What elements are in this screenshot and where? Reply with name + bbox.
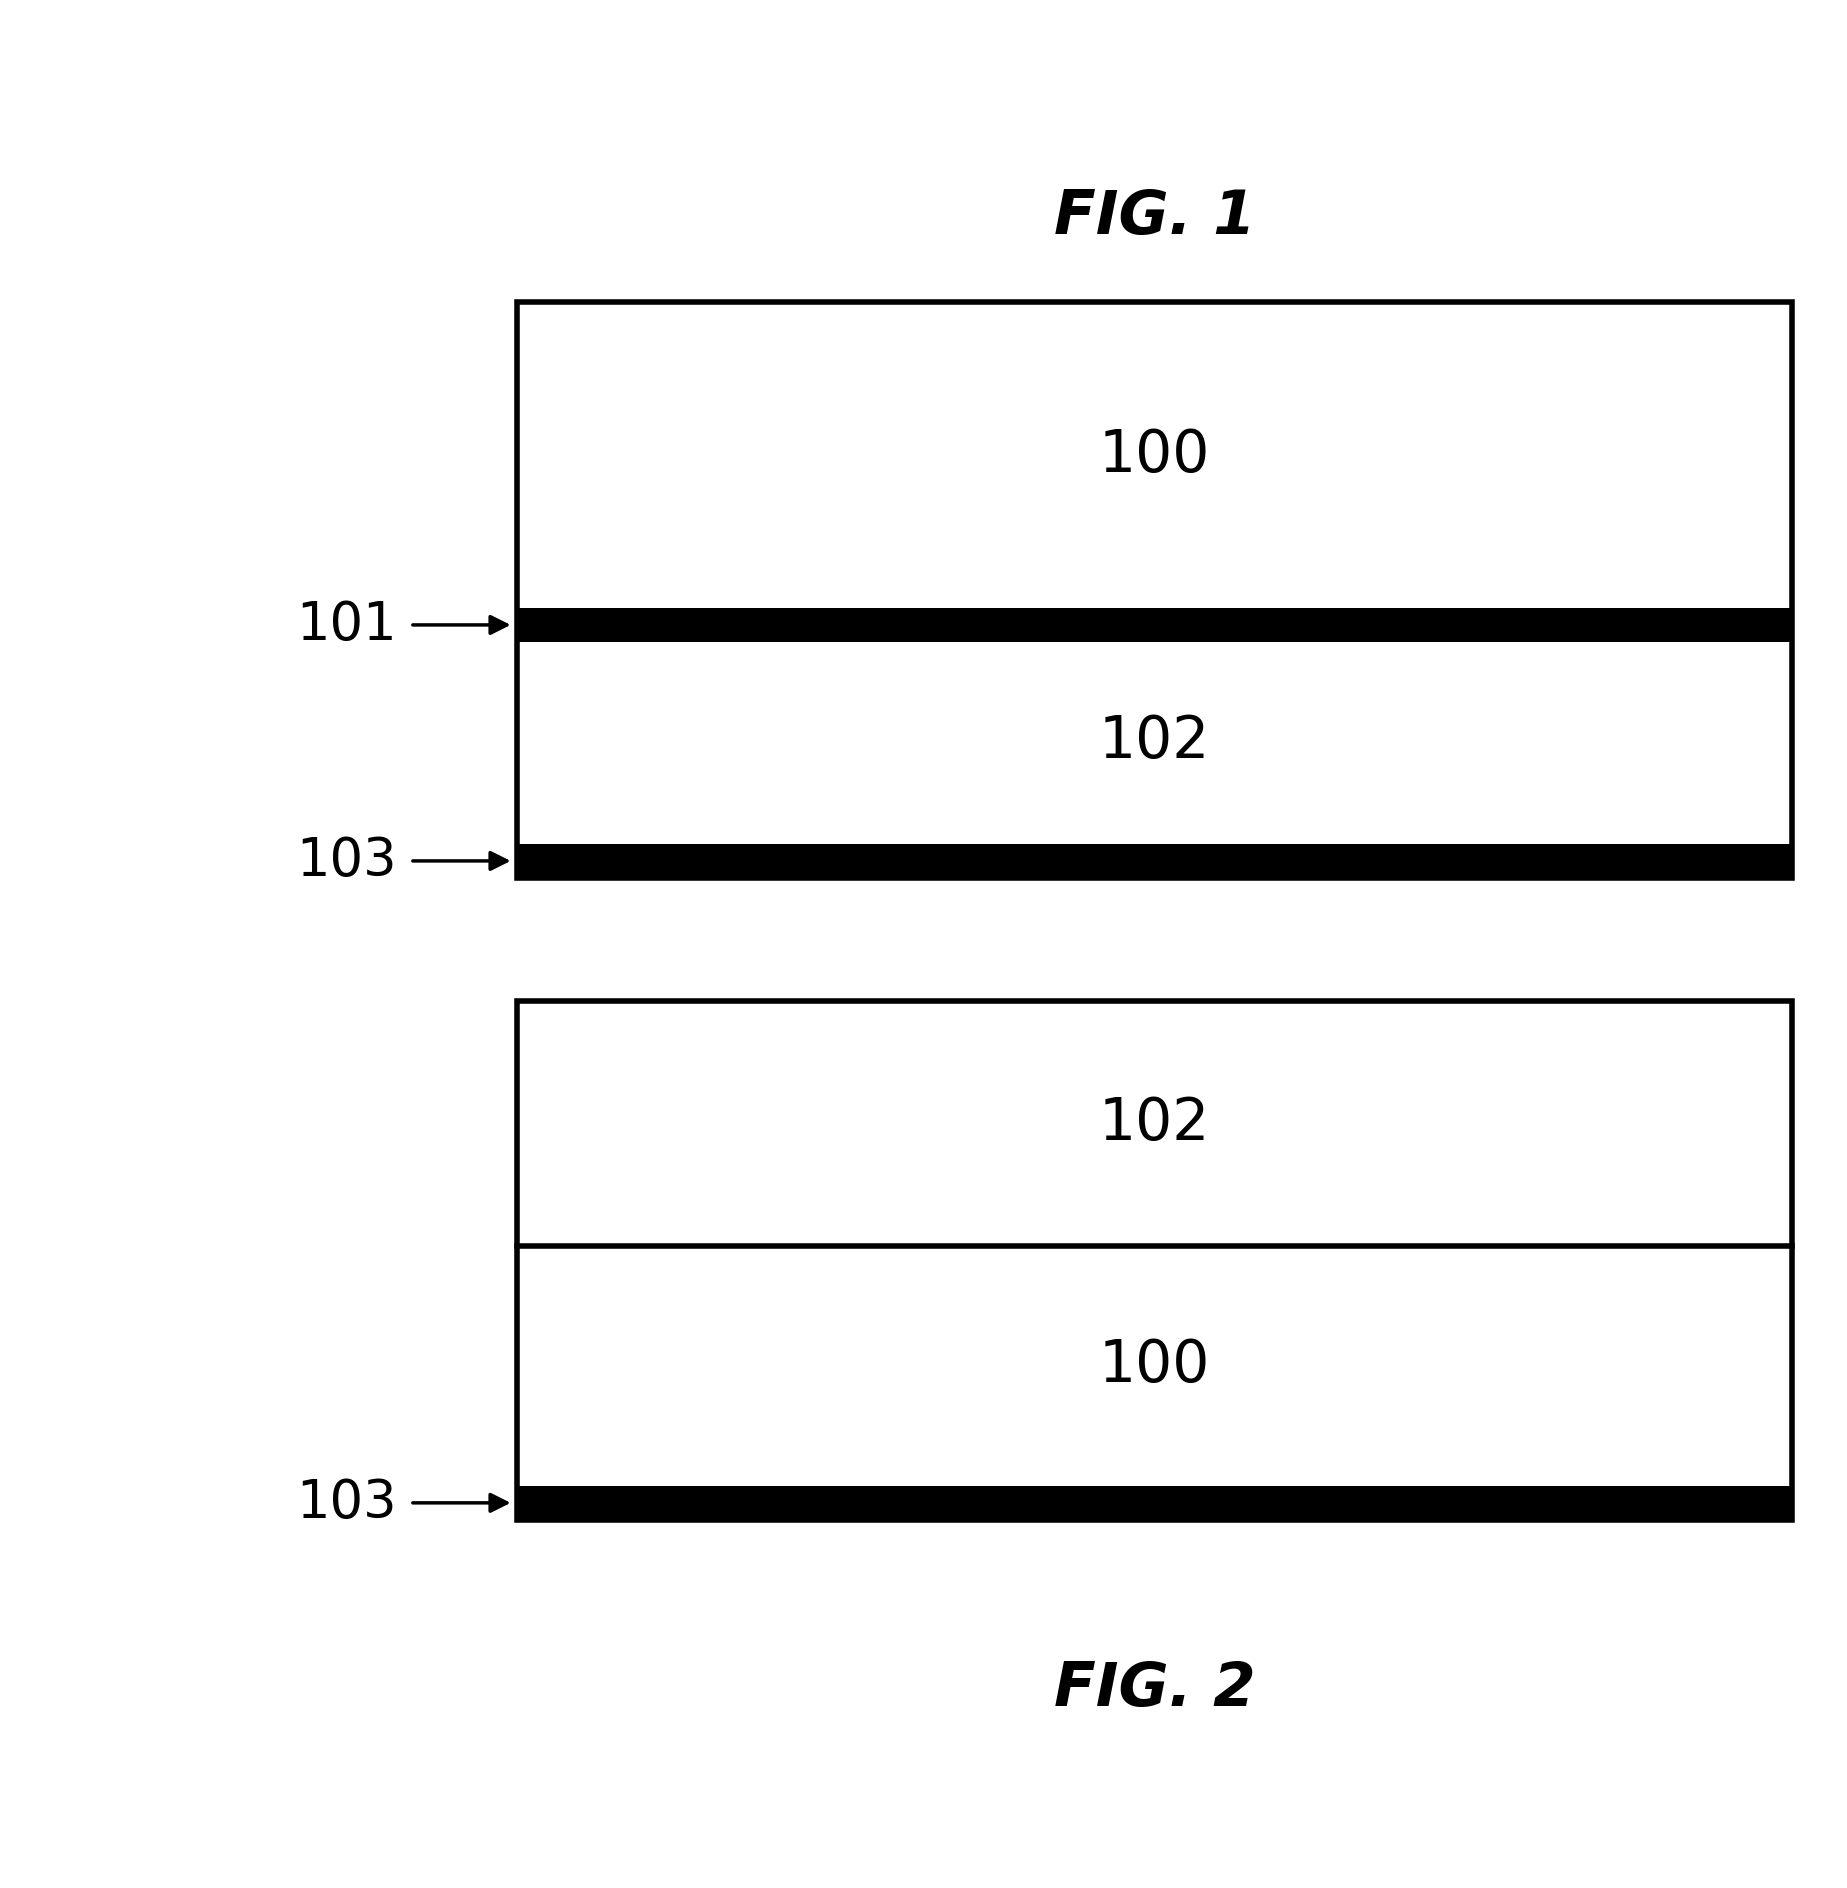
Text: 100: 100: [1099, 1337, 1210, 1393]
Bar: [517, 1001, 1792, 1520]
Bar: [517, 608, 1792, 642]
Text: FIG. 2: FIG. 2: [1053, 1660, 1256, 1720]
Text: 102: 102: [1099, 714, 1210, 770]
Bar: [517, 302, 1792, 878]
Bar: [517, 844, 1792, 878]
Text: 101: 101: [297, 598, 397, 651]
Bar: [517, 1486, 1792, 1520]
Text: FIG. 1: FIG. 1: [1053, 187, 1256, 247]
Text: 100: 100: [1099, 427, 1210, 483]
Text: 103: 103: [297, 1476, 397, 1529]
Text: 102: 102: [1099, 1095, 1210, 1152]
Text: 103: 103: [297, 834, 397, 887]
